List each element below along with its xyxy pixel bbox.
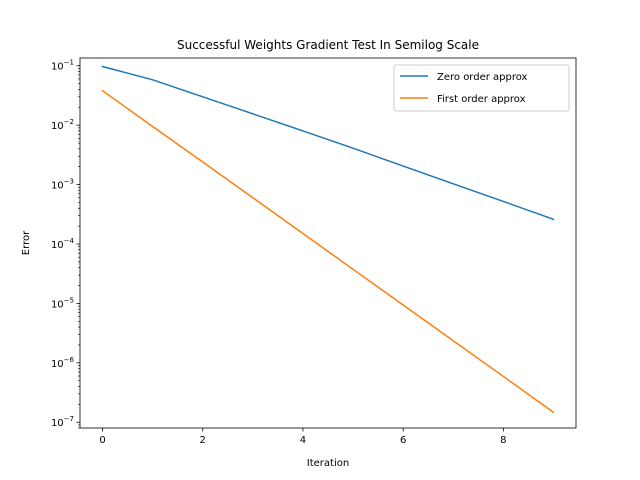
x-tick-label: 8 (500, 435, 506, 446)
series-line-first-order (101, 89, 555, 414)
plot-frame (79, 57, 577, 429)
y-axis-title: Error (21, 230, 32, 255)
y-tick-label: 10−2 (51, 118, 74, 132)
legend-label: First order approx (437, 94, 526, 105)
x-tick-label: 2 (200, 435, 206, 446)
x-tick-label: 6 (400, 435, 406, 446)
legend-label: Zero order approx (437, 72, 528, 83)
y-tick-label: 10−5 (51, 296, 74, 310)
y-tick-label: 10−7 (51, 415, 74, 429)
x-axis-title: Iteration (307, 458, 349, 469)
y-tick-label: 10−4 (51, 237, 75, 251)
y-tick-label: 10−1 (51, 59, 74, 73)
plot-area (101, 65, 555, 414)
chart-title: Successful Weights Gradient Test In Semi… (177, 38, 479, 52)
x-tick-label: 4 (300, 435, 306, 446)
legend: Zero order approx First order approx (393, 64, 570, 112)
y-tick-label: 10−3 (51, 178, 74, 192)
x-tick-label: 0 (99, 435, 105, 446)
y-tick-label: 10−6 (51, 356, 75, 370)
series-line-zero-order (101, 65, 555, 221)
legend-box (393, 64, 570, 112)
